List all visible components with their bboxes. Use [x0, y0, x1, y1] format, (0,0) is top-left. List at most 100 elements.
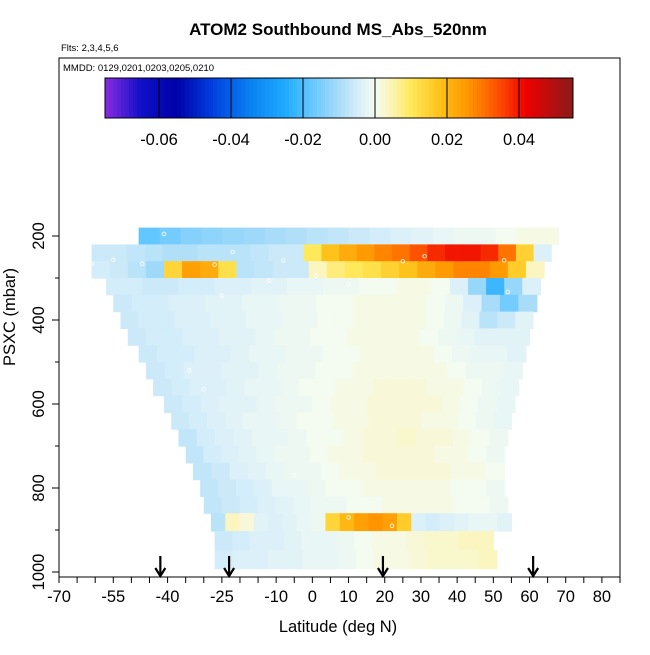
heatmap-cell: [450, 479, 470, 497]
heatmap-cell: [413, 278, 433, 296]
heatmap-cell: [380, 446, 399, 464]
colorbar-swatch: [561, 78, 566, 118]
heatmap-cell: [359, 345, 379, 363]
heatmap-cell: [281, 378, 300, 397]
sample-point: [139, 261, 145, 266]
heatmap-cell: [306, 227, 329, 245]
sample-point: [346, 515, 351, 520]
colorbar-swatch: [341, 78, 346, 118]
heatmap-cell: [497, 311, 516, 329]
heatmap-cell: [293, 496, 312, 514]
marker-arrow-head: [154, 567, 167, 579]
heatmap-cell: [212, 345, 232, 363]
heatmap-cell: [271, 479, 291, 497]
heatmap-cell: [274, 395, 294, 413]
heatmap-cell: [486, 479, 505, 497]
colorbar-swatch: [293, 78, 298, 118]
heatmap-cell: [435, 261, 455, 279]
heatmap-cell: [409, 362, 429, 380]
heatmap-cell: [286, 345, 306, 363]
heatmap-cell: [335, 311, 355, 329]
heatmap-cell: [302, 462, 322, 481]
colorbar-swatch: [401, 78, 406, 118]
heatmap-cell: [389, 311, 409, 329]
heatmap-cell: [392, 244, 411, 262]
colorbar-swatch: [289, 78, 294, 118]
heatmap-cell: [235, 479, 255, 497]
heatmap-cell: [273, 328, 293, 346]
heatmap-cell: [489, 429, 509, 447]
heatmap-cell: [425, 513, 441, 532]
colorbar-swatch: [141, 78, 146, 118]
heatmap-cell: [222, 227, 245, 245]
heatmap-cell: [481, 294, 501, 313]
heatmap-cell: [215, 429, 234, 447]
colorbar-swatch: [113, 78, 118, 118]
heatmap-cell: [146, 328, 165, 346]
heatmap-cell: [365, 328, 385, 346]
sample-point: [346, 282, 351, 287]
colorbar-swatch: [305, 78, 310, 118]
heatmap-cell: [200, 261, 219, 279]
colorbar-tick-label: -0.02: [284, 131, 322, 149]
heatmap-cell: [467, 462, 487, 481]
heatmap-cell: [131, 294, 151, 313]
heatmap-cell: [91, 261, 111, 279]
colorbar-swatch: [213, 78, 218, 118]
heatmap-cell: [253, 513, 269, 532]
colorbar-swatch: [129, 78, 134, 118]
colorbar-swatch: [181, 78, 186, 118]
heatmap-cell: [468, 479, 487, 497]
heatmap-cell: [537, 227, 560, 245]
heatmap-cell: [296, 513, 312, 532]
heatmap-cell: [330, 395, 350, 413]
heatmap-cell: [232, 278, 252, 296]
heatmap-cell: [113, 294, 133, 313]
x-tick-label: -70: [47, 588, 71, 606]
heatmap-cell: [479, 311, 498, 329]
heatmap-cell: [354, 378, 374, 397]
heatmap-cell: [336, 531, 355, 551]
heatmap-cell: [323, 345, 343, 363]
colorbar-swatch: [497, 78, 502, 118]
y-tick-label: 1000: [30, 554, 48, 591]
colorbar-swatch: [381, 78, 386, 118]
heatmap-cell: [185, 446, 204, 464]
heatmap-cell: [503, 362, 523, 380]
heatmap-cell: [471, 261, 491, 279]
heatmap-cell: [533, 244, 552, 262]
heatmap-cell: [218, 261, 237, 279]
colorbar-swatch: [125, 78, 130, 118]
heatmap-cell: [156, 311, 175, 329]
heatmap-cell: [401, 328, 421, 346]
heatmap-cell: [268, 513, 284, 532]
heatmap-cell: [348, 227, 371, 245]
colorbar-swatch: [261, 78, 266, 118]
colorbar-swatch: [173, 78, 178, 118]
colorbar-swatch: [273, 78, 278, 118]
heatmap-cell: [267, 345, 287, 363]
heatmap-cell: [376, 462, 395, 481]
colorbar-swatch: [417, 78, 422, 118]
heatmap-cell: [525, 261, 545, 279]
heatmap-cell: [268, 278, 288, 296]
colorbar-swatch: [365, 78, 370, 118]
heatmap-cell: [264, 227, 287, 245]
heatmap-cell: [138, 345, 158, 363]
colorbar-swatch: [493, 78, 498, 118]
heatmap-cell: [427, 378, 447, 397]
heatmap-cell: [327, 446, 346, 464]
colorbar-swatch: [461, 78, 466, 118]
heatmap-cell: [451, 446, 470, 464]
colorbar-swatch: [421, 78, 426, 118]
colorbar-swatch: [529, 78, 534, 118]
heatmap-cell: [496, 395, 516, 413]
heatmap-cell: [211, 462, 231, 481]
colorbar-swatch: [281, 78, 286, 118]
sample-point: [161, 231, 167, 237]
heatmap-cell: [518, 294, 538, 313]
colorbar-swatch: [489, 78, 494, 118]
colorbar-swatch: [457, 78, 462, 118]
